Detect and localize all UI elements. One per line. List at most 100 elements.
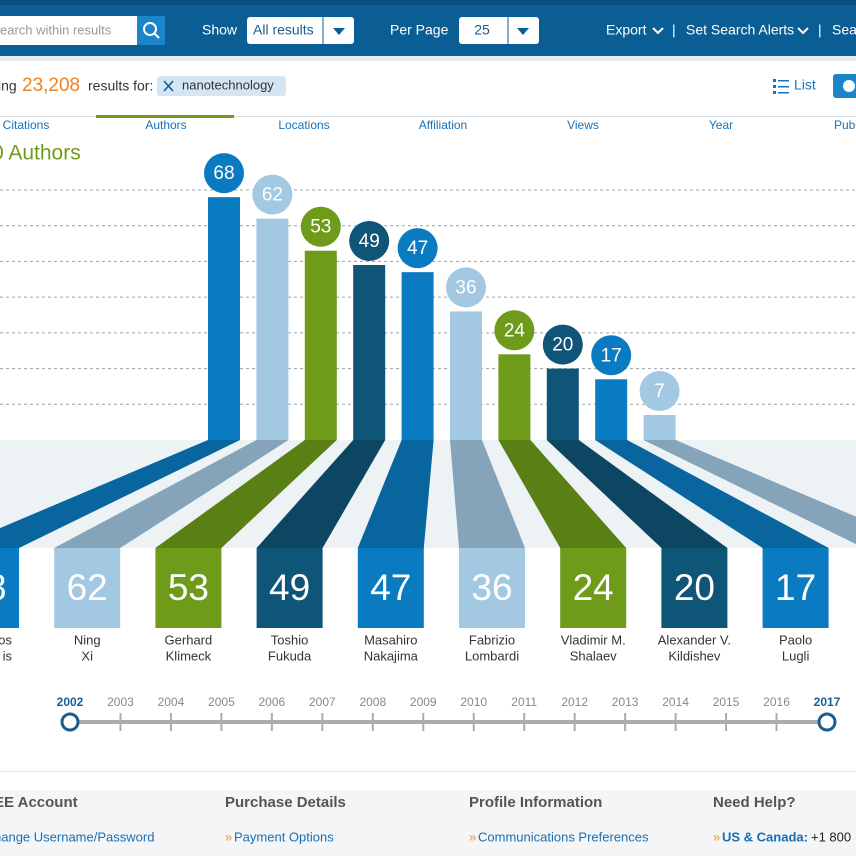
value-bubble: [446, 267, 486, 308]
separator: |: [672, 22, 676, 38]
author-card[interactable]: [459, 548, 525, 628]
value-bubble: [397, 228, 438, 269]
author-name[interactable]: is: [3, 648, 13, 663]
range-handle[interactable]: [60, 712, 80, 732]
author-card[interactable]: [0, 548, 19, 628]
card-value: 53: [168, 567, 209, 608]
author-card[interactable]: [357, 548, 424, 628]
author-name[interactable]: Lugli: [782, 648, 810, 663]
toolbar-edge: [0, 0, 856, 5]
dropdown-arrow: [517, 28, 529, 35]
tab[interactable]: Views: [567, 118, 599, 132]
search-icon: [153, 32, 160, 39]
tab[interactable]: Locations: [278, 118, 329, 132]
results-suffix: results for:: [88, 78, 153, 94]
list-view[interactable]: List: [794, 77, 816, 93]
footer-link[interactable]: US & Canada:: [722, 829, 808, 844]
author-card[interactable]: [560, 548, 627, 628]
search-term: nanotechnology: [182, 77, 274, 92]
value-bubble: [349, 221, 390, 261]
author-name[interactable]: Alexander V.: [658, 632, 731, 647]
footer-link[interactable]: hange Username/Password: [0, 829, 154, 844]
results-count: 23,208: [22, 75, 80, 96]
card-value: 24: [573, 567, 614, 608]
author-name[interactable]: Fukuda: [268, 648, 312, 663]
author-name[interactable]: Fabrizio: [469, 632, 515, 647]
toolbar-shadow: [0, 56, 856, 61]
perspective-strip: [155, 440, 337, 548]
author-name[interactable]: Kildishev: [668, 648, 721, 663]
author-name[interactable]: Masahiro: [364, 632, 417, 647]
footer-link[interactable]: Communications Preferences: [478, 829, 649, 844]
footer-heading: Need Help?: [713, 794, 796, 811]
author-name[interactable]: Vladimir M.: [561, 632, 626, 647]
card-value: 20: [674, 567, 715, 608]
tab[interactable]: Affiliation: [419, 118, 467, 132]
card-value: 62: [67, 567, 108, 608]
bubble-label: 49: [359, 231, 380, 252]
author-name[interactable]: Klimeck: [166, 648, 212, 663]
bubble-label: 36: [455, 277, 476, 298]
active-tab-indicator: [96, 115, 234, 118]
bar: [256, 218, 289, 440]
year-label: 2005: [208, 695, 235, 709]
tab[interactable]: Publ: [834, 118, 856, 132]
year-label: 2007: [309, 695, 336, 709]
author-card[interactable]: [256, 548, 323, 628]
footer-link[interactable]: Payment Options: [234, 829, 334, 844]
author-name[interactable]: Nakajima: [364, 648, 419, 663]
author-name[interactable]: Xi: [81, 648, 93, 663]
search-box[interactable]: [0, 16, 137, 45]
author-name[interactable]: os: [0, 632, 12, 647]
value-bubble: [639, 371, 680, 411]
author-name[interactable]: Toshio: [271, 632, 309, 647]
bubble-label: 24: [504, 320, 526, 341]
footer-heading: Profile Information: [469, 794, 602, 811]
bar: [546, 368, 579, 440]
author-name[interactable]: Paolo: [779, 632, 812, 647]
card-value: 36: [471, 567, 512, 608]
bubble-label: 62: [262, 185, 283, 206]
author-name[interactable]: Ning: [74, 632, 101, 647]
chevron: [652, 27, 664, 35]
range-handle[interactable]: [817, 712, 837, 732]
remove-icon: [163, 80, 174, 92]
card-value: 68: [0, 567, 7, 608]
perspective-strip: [595, 440, 829, 548]
author-card[interactable]: [54, 548, 121, 628]
footer-heading: EE Account: [0, 794, 78, 811]
search-button[interactable]: [137, 16, 165, 45]
author-card[interactable]: [155, 548, 222, 628]
perspective-strip: [498, 440, 627, 548]
author-card[interactable]: [661, 548, 728, 628]
search-menu[interactable]: Sea: [832, 22, 856, 38]
per-page-select[interactable]: [459, 17, 539, 44]
value-bubble: [542, 324, 583, 365]
perspective-strip: [256, 440, 386, 548]
year-label: 2009: [410, 695, 437, 709]
alerts-menu[interactable]: Set Search Alerts: [686, 22, 794, 38]
phone-number: +1 800: [811, 829, 851, 844]
tab[interactable]: Authors: [145, 118, 186, 132]
search-term-chip[interactable]: [157, 76, 286, 96]
value-bubble: [204, 153, 244, 194]
year-label: 2017: [814, 695, 841, 709]
export-menu[interactable]: Export: [606, 22, 647, 38]
search-icon: [143, 22, 157, 36]
author-name[interactable]: Lombardi: [465, 648, 519, 663]
bubble-label: 47: [407, 238, 428, 259]
tab[interactable]: Citations: [3, 118, 50, 132]
bar: [401, 272, 434, 440]
bubble-label: 17: [601, 345, 622, 366]
tab[interactable]: Year: [709, 118, 733, 132]
author-name[interactable]: Gerhard: [165, 632, 213, 647]
dropdown-arrow: [333, 28, 345, 35]
show-select[interactable]: [247, 17, 354, 44]
footer: [0, 790, 856, 856]
bullet: »: [225, 829, 232, 844]
bar: [304, 250, 337, 440]
year-label: 2002: [57, 695, 84, 709]
year-label: 2011: [511, 695, 537, 709]
author-card[interactable]: [762, 548, 829, 628]
author-name[interactable]: Shalaev: [570, 648, 617, 663]
